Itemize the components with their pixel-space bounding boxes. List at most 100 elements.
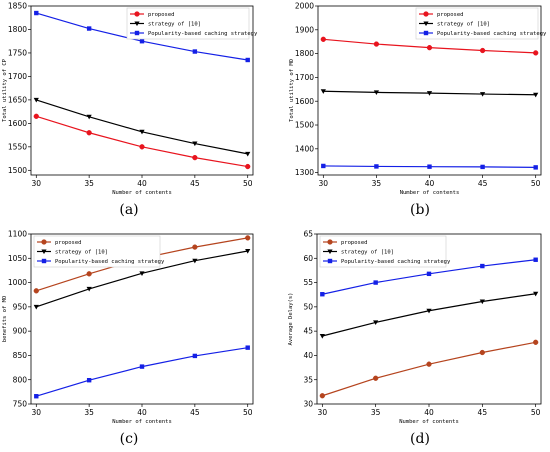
data-point (426, 91, 433, 96)
x-axis-label: Number of contents (112, 190, 172, 196)
legend-label: strategy of [10] (437, 22, 490, 28)
y-tick-label: 900 (13, 327, 28, 336)
data-point (373, 375, 379, 381)
data-point (533, 339, 539, 345)
data-point (426, 271, 432, 277)
x-tick-label: 40 (425, 179, 435, 188)
data-point (33, 304, 39, 310)
data-point (319, 334, 325, 339)
legend: proposed strategy of [10] Popularity-based… (415, 7, 547, 40)
y-tick-label: 750 (13, 400, 28, 409)
legend-label: Popularity-based caching strategy (148, 31, 258, 37)
data-point (192, 244, 198, 250)
x-tick-label: 45 (478, 408, 488, 417)
chart-panel-1: 30 35 40 45 50 1500 1550 1600 1650 1700 1750 1800 18… (2, 2, 258, 218)
data-point (86, 378, 92, 383)
data-point (139, 129, 145, 135)
data-point (479, 92, 486, 97)
legend-label: proposed (55, 240, 82, 246)
series-2 (33, 249, 251, 310)
y-tick-label: 30 (303, 400, 313, 409)
legend: proposed strategy of [10] Popularity-based… (126, 7, 258, 40)
x-tick-label: 50 (531, 179, 541, 188)
x-tick-label: 50 (243, 179, 253, 188)
y-tick-label: 55 (303, 278, 313, 287)
y-tick-label: 1800 (8, 25, 27, 34)
legend-box (126, 7, 250, 40)
legend-marker (134, 30, 140, 36)
legend: proposed strategy of [10] Popularity-based… (33, 235, 165, 268)
data-point (320, 89, 326, 94)
data-point (192, 353, 198, 359)
series-1 (320, 36, 539, 56)
data-point (192, 49, 198, 54)
data-point (34, 394, 39, 399)
x-tick-label: 45 (190, 179, 200, 188)
legend-label: proposed (148, 12, 175, 18)
x-axis-label: Number of contents (399, 419, 459, 425)
y-tick-label: 1500 (295, 121, 314, 130)
chart-panel-2: 30 35 40 45 50 1300 1400 1500 1600 1700 1800 1900 20… (289, 2, 547, 218)
data-point (139, 271, 145, 276)
legend-label: Popularity-based caching strategy (437, 31, 547, 37)
x-tick-label: 45 (478, 179, 488, 188)
data-point (321, 163, 326, 169)
y-tick-label: 1300 (295, 168, 314, 177)
legend-box (33, 235, 161, 268)
y-tick-label: 1050 (8, 254, 27, 263)
y-tick-label: 40 (303, 351, 313, 360)
legend-marker (134, 21, 140, 27)
x-axis-label: Number of contents (112, 419, 172, 425)
data-point (533, 257, 538, 262)
legend-label: strategy of [10] (148, 22, 201, 28)
data-point (373, 320, 379, 325)
legend-marker (423, 21, 429, 27)
x-tick-label: 30 (32, 408, 42, 417)
x-tick-label: 40 (137, 179, 147, 188)
data-point (139, 39, 145, 44)
x-tick-label: 35 (372, 179, 382, 188)
x-tick-label: 30 (32, 179, 42, 188)
data-point (245, 57, 250, 63)
legend: proposed strategy of [10] Popularity-based… (319, 235, 451, 268)
data-point (426, 45, 433, 51)
y-tick-label: 1700 (8, 72, 27, 81)
legend-box (319, 235, 447, 268)
y-tick-label: 1500 (8, 166, 27, 175)
y-tick-label: 1600 (295, 97, 314, 106)
data-point (480, 263, 485, 269)
data-point (320, 292, 325, 297)
x-tick-label: 40 (137, 408, 147, 417)
data-point (86, 114, 92, 120)
x-tick-label: 45 (190, 408, 200, 417)
y-tick-label: 1800 (295, 49, 314, 58)
series-3 (321, 163, 538, 170)
data-point (479, 299, 485, 305)
legend-box (415, 7, 539, 40)
y-tick-label: 35 (303, 375, 313, 384)
data-point (320, 36, 326, 42)
data-point (479, 47, 486, 54)
data-point (479, 349, 485, 356)
data-point (533, 165, 538, 170)
series-2 (319, 291, 539, 339)
y-tick-label: 60 (303, 254, 313, 263)
legend-label: Popularity-based caching strategy (55, 259, 165, 265)
data-point (245, 151, 251, 157)
x-tick-label: 35 (84, 408, 94, 417)
data-point (427, 164, 432, 169)
legend-label: proposed (341, 240, 368, 246)
data-point (33, 113, 39, 119)
panel-label: (d) (410, 431, 430, 447)
y-tick-label: 1550 (8, 142, 27, 151)
y-tick-label: 1750 (8, 49, 27, 58)
data-point (33, 97, 39, 103)
data-point (426, 361, 432, 367)
x-tick-label: 35 (84, 179, 94, 188)
y-axis-label: benefits of MO (2, 296, 8, 342)
data-point (533, 50, 539, 56)
y-tick-label: 45 (303, 327, 313, 336)
chart-panel-3: 30 35 40 45 50 750 800 850 900 950 1000 1050 1100 Num… (2, 230, 254, 447)
data-point (139, 364, 145, 369)
